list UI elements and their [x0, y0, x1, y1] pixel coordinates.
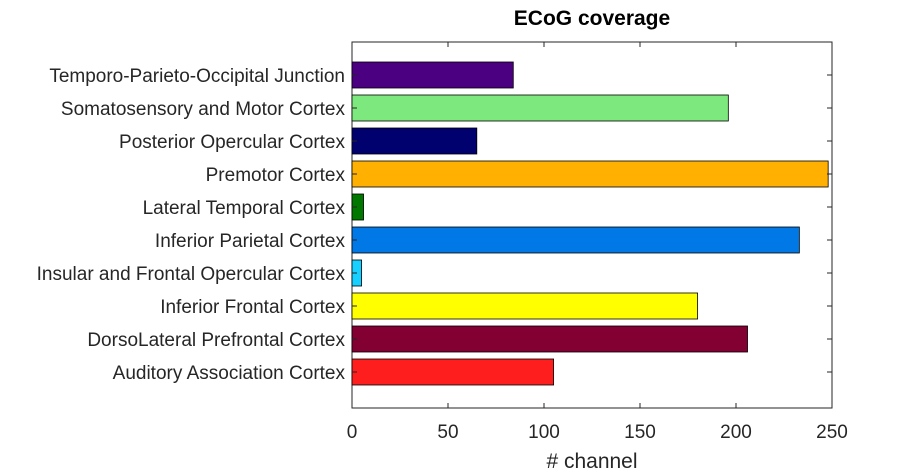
x-tick-label: 0 [347, 422, 358, 443]
bar [351, 94, 729, 122]
x-tick-label: 150 [624, 422, 656, 443]
category-label: Insular and Frontal Opercular Cortex [37, 264, 346, 285]
chart-title: ECoG coverage [514, 7, 670, 30]
bar [351, 358, 555, 386]
x-tick-label: 250 [816, 422, 848, 443]
bar [351, 160, 829, 188]
category-label: Auditory Association Cortex [113, 363, 346, 384]
category-labels: Temporo-Parieto-Occipital Junction Somato… [37, 66, 346, 384]
category-label: Premotor Cortex [206, 165, 346, 186]
category-label: Temporo-Parieto-Occipital Junction [49, 66, 345, 87]
category-label: Posterior Opercular Cortex [119, 132, 345, 153]
x-axis-ticks: 0 50 100 150 200 250 [347, 42, 848, 443]
category-label: DorsoLateral Prefrontal Cortex [87, 330, 345, 351]
bar [351, 325, 748, 353]
bar [351, 61, 514, 89]
plot-frame [351, 41, 833, 409]
bar [351, 127, 478, 155]
x-axis-label: # channel [546, 450, 637, 473]
category-label: Inferior Parietal Cortex [155, 231, 346, 252]
x-tick-label: 200 [720, 422, 752, 443]
x-tick-label: 100 [528, 422, 560, 443]
category-label: Lateral Temporal Cortex [143, 198, 346, 219]
bars-group [351, 61, 829, 386]
category-label: Inferior Frontal Cortex [160, 297, 345, 318]
x-tick-label: 50 [437, 422, 458, 443]
bar [351, 292, 699, 320]
bar [351, 226, 800, 254]
category-label: Somatosensory and Motor Cortex [61, 99, 346, 120]
